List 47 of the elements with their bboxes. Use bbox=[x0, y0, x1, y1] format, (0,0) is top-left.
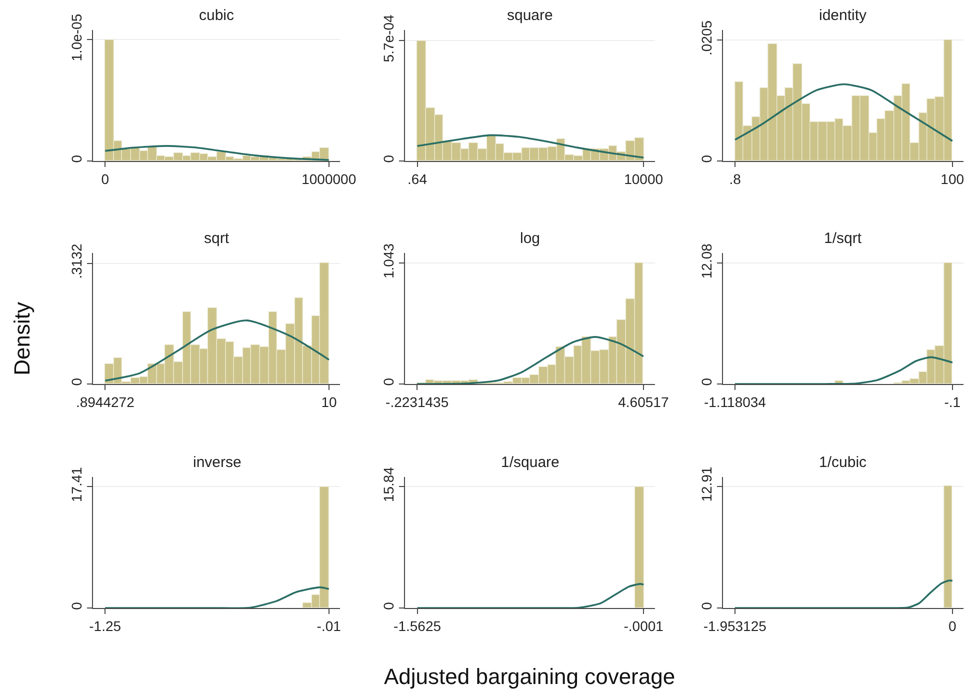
y-tick-label: 17.41 bbox=[68, 466, 84, 502]
chart-title: log bbox=[520, 230, 540, 247]
chart-title: sqrt bbox=[204, 230, 230, 247]
chart-title: 1/sqrt bbox=[824, 230, 862, 247]
y-tick-label: 0 bbox=[698, 154, 715, 163]
x-tick-label: 1000000 bbox=[302, 170, 356, 187]
chart-title: 1/cubic bbox=[819, 454, 868, 471]
y-tick-label: .3132 bbox=[68, 243, 84, 279]
y-tick-label: 0 bbox=[380, 378, 396, 386]
x-tick-label: 0 bbox=[948, 618, 956, 634]
x-tick-label: 10 bbox=[321, 394, 337, 410]
y-tick-label: 12.08 bbox=[698, 243, 715, 279]
y-tick-label: 0 bbox=[380, 602, 396, 610]
chart-title: identity bbox=[819, 7, 868, 24]
x-tick-label: -.0001 bbox=[624, 618, 664, 634]
x-tick-label: -1.25 bbox=[89, 618, 122, 634]
x-tick-label: .8 bbox=[729, 170, 742, 187]
x-tick-label: .8944272 bbox=[76, 394, 135, 410]
x-tick-label: .64 bbox=[408, 170, 428, 187]
y-tick-label: 0 bbox=[698, 378, 715, 386]
x-tick-label: 100 bbox=[940, 170, 964, 187]
y-tick-label: 0 bbox=[68, 602, 84, 610]
y-tick-label: 1.043 bbox=[380, 243, 396, 278]
chart-title: 1/square bbox=[501, 454, 560, 471]
x-tick-label: -1.953125 bbox=[703, 618, 767, 634]
y-tick-label: 0 bbox=[68, 378, 84, 386]
y-axis-title: Density bbox=[10, 302, 35, 376]
x-tick-label: -.1 bbox=[944, 394, 961, 410]
y-tick-label: 1.0e-05 bbox=[68, 14, 84, 62]
x-tick-label: 4.60517 bbox=[618, 394, 669, 410]
chart-title: cubic bbox=[199, 7, 235, 24]
y-tick-label: .0205 bbox=[698, 20, 715, 56]
x-tick-label: 0 bbox=[101, 170, 110, 187]
x-tick-label: -.01 bbox=[316, 618, 342, 634]
chart-title: inverse bbox=[193, 454, 242, 471]
x-tick-label: -.2231435 bbox=[386, 394, 449, 410]
x-tick-label: -1.5625 bbox=[394, 618, 442, 634]
x-axis-title: Adjusted bargaining coverage bbox=[384, 664, 676, 689]
x-tick-label: -1.118034 bbox=[704, 394, 766, 410]
y-tick-label: 5.7e-04 bbox=[380, 14, 396, 62]
x-tick-label: 10000 bbox=[624, 170, 664, 187]
y-tick-label: 0 bbox=[380, 154, 396, 163]
y-tick-label: 12.91 bbox=[698, 466, 715, 502]
y-tick-label: 0 bbox=[698, 602, 715, 610]
y-tick-label: 15.84 bbox=[380, 466, 396, 502]
y-tick-label: 0 bbox=[68, 154, 84, 163]
chart-title: square bbox=[507, 7, 553, 24]
